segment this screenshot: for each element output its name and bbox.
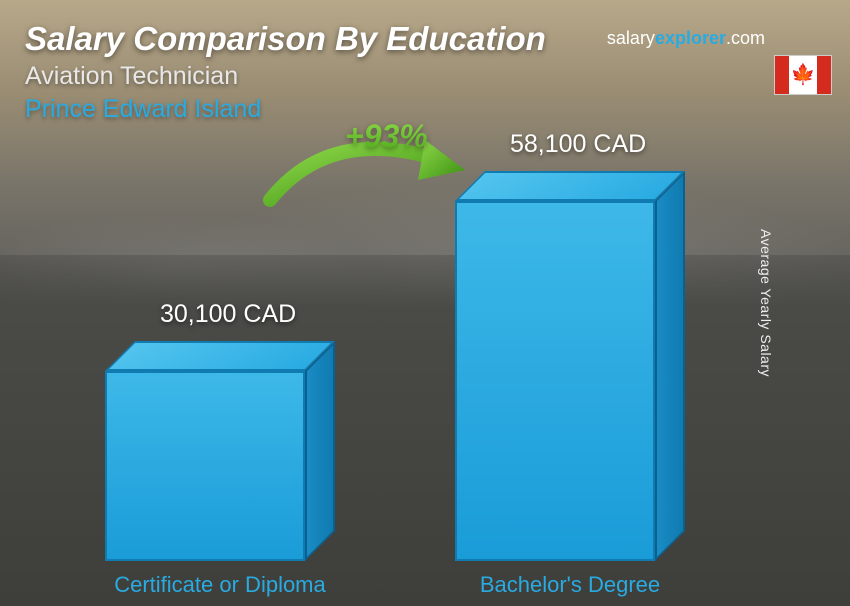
- bar-label-0: Certificate or Diploma: [80, 572, 360, 598]
- brand-part-2: explorer: [655, 28, 726, 48]
- percent-increase: +93%: [345, 118, 428, 155]
- brand-part-3: .com: [726, 28, 765, 48]
- location-label: Prince Edward Island: [25, 95, 261, 124]
- bar-value-1: 58,100 CAD: [510, 130, 646, 159]
- bar-label-1: Bachelor's Degree: [430, 572, 710, 598]
- bar-0: [105, 341, 335, 561]
- bar-value-0: 30,100 CAD: [160, 300, 296, 329]
- page-title: Salary Comparison By Education: [25, 20, 546, 58]
- brand-logo: salaryexplorer.com: [607, 28, 765, 49]
- brand-part-1: salary: [607, 28, 655, 48]
- chart-container: Salary Comparison By Education Aviation …: [0, 0, 850, 606]
- canada-flag-icon: 🍁: [774, 55, 832, 95]
- maple-leaf-icon: 🍁: [791, 65, 816, 85]
- job-title: Aviation Technician: [25, 62, 238, 91]
